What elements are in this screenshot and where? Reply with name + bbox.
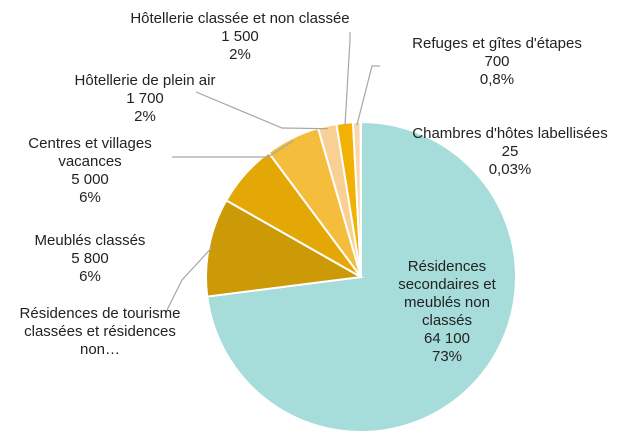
slice-label: Hôtellerie classée et non classée 1 500 2%: [100, 10, 380, 64]
slice-percent: 0,03%: [488, 161, 532, 178]
slice-label: Centres et villages vacances 5 000 6%: [15, 135, 165, 207]
slice-value: 1 700: [126, 90, 164, 107]
slice-name: Résidences secondaires et meublés non cl…: [398, 258, 496, 329]
slice-label: Chambres d'hôtes labellisées 25 0,03%: [385, 125, 635, 179]
slice-label: Hôtellerie de plein air 1 700 2%: [50, 72, 240, 126]
slice-name: Résidences de tourisme classées et résid…: [19, 305, 181, 358]
leader-line: [172, 140, 294, 158]
slice-value: 5 800: [71, 250, 109, 267]
slice-label: Résidences secondaires et meublés non cl…: [377, 258, 517, 366]
slice-name: Hôtellerie de plein air: [74, 72, 216, 89]
slice-value: 25: [501, 143, 519, 160]
slice-percent: 73%: [431, 348, 463, 365]
slice-value: 5 000: [71, 171, 109, 188]
slice-label: Meublés classés 5 800 6%: [15, 232, 165, 286]
slice-value: 700: [484, 53, 510, 70]
slice-name: Meublés classés: [34, 232, 146, 249]
slice-label: Résidences de tourisme classées et résid…: [18, 305, 183, 359]
slice-name: Hôtellerie classée et non classée: [130, 10, 350, 27]
leader-line: [356, 65, 380, 126]
pie-slice: [205, 198, 365, 298]
leader-line: [165, 247, 213, 313]
slice-percent: 6%: [79, 268, 101, 285]
slice-value: 1 500: [221, 28, 259, 45]
slice-percent: 2%: [134, 108, 156, 125]
slice-label: Refuges et gîtes d'étapes 700 0,8%: [387, 35, 607, 89]
slice-percent: 6%: [79, 189, 101, 206]
slice-percent: 2%: [229, 46, 251, 63]
leader-line: [195, 91, 328, 130]
leader-line: [344, 32, 351, 126]
slice-name: Chambres d'hôtes labellisées: [412, 125, 608, 142]
slice-name: Refuges et gîtes d'étapes: [412, 35, 582, 52]
slice-value: 64 100: [424, 330, 470, 347]
slice-percent: 0,8%: [479, 71, 515, 88]
slice-name: Centres et villages vacances: [28, 135, 152, 170]
